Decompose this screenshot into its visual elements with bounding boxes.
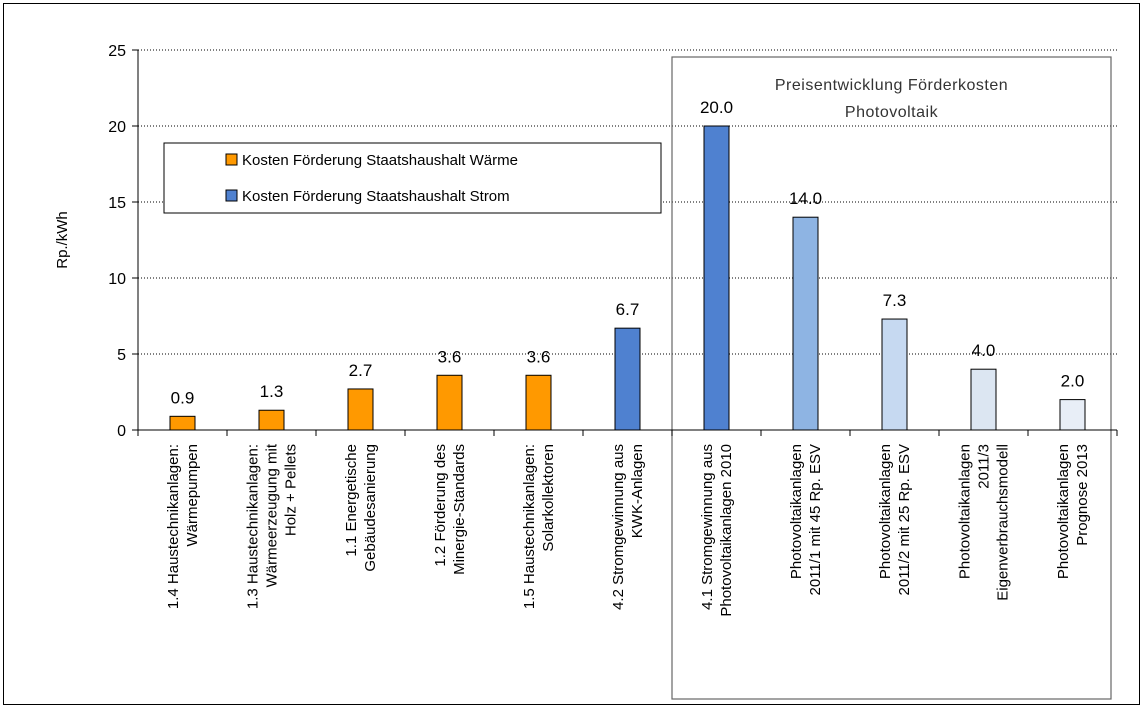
data-labels: 0.9 1.3 2.7 3.6 3.6 6.7 20.0 14.0 7.3 4.0 2.0 — [171, 98, 1085, 407]
category-label-line: Gebäudesanierung — [362, 444, 379, 572]
bar — [436, 374, 463, 431]
bar — [703, 125, 730, 431]
legend-box — [163, 142, 662, 214]
category-label-line: Wärmeerzeugung mit — [264, 443, 281, 587]
category-label-line: 1.5 Haustechnikanlagen: — [521, 444, 538, 609]
bar — [347, 388, 374, 431]
data-label: 4.0 — [972, 341, 996, 360]
category-label-line: Wärmepumpen — [184, 444, 201, 547]
category-label-line: Prognose 2013 — [1074, 444, 1091, 546]
y-tick-label: 25 — [108, 43, 126, 60]
legend-swatch — [225, 153, 238, 166]
category-label-line: 2011/3 — [976, 444, 993, 489]
category-label: 4.2 Stromgewinnung aus KWK-Anlagen — [610, 444, 646, 610]
category-label-line: 1.1 Energetische — [343, 444, 360, 557]
y-tick-label: 10 — [108, 271, 126, 288]
category-label-line: Solarkollektoren — [540, 444, 557, 552]
category-label-line: Photovoltaikanlagen 2010 — [718, 444, 735, 617]
category-label-line: Photovoltaikanlagen — [788, 444, 805, 579]
category-label-line: 1.4 Haustechnikanlagen: — [165, 444, 182, 609]
annotation-box: Preisentwicklung Förderkosten Photovoltai… — [671, 56, 1112, 700]
category-label-line: Eigenverbrauchsmodell — [995, 444, 1012, 601]
category-label: 1.3 Haustechnikanlagen: Wärmeerzeugung mi… — [245, 443, 300, 609]
y-axis-label: Rp./kWh — [54, 211, 71, 269]
data-label: 7.3 — [883, 291, 907, 310]
data-label: 2.0 — [1061, 372, 1085, 391]
category-label-line: Photovoltaikanlagen — [877, 444, 894, 579]
category-label: Photovoltaikanlagen Prognose 2013 — [1055, 444, 1091, 579]
bar — [614, 327, 641, 431]
y-tick-label: 15 — [108, 195, 126, 212]
data-label: 6.7 — [616, 300, 640, 319]
bar — [1059, 399, 1086, 431]
category-label: Photovoltaikanlagen 2011/2 mit 25 Rp. ESV — [877, 444, 913, 595]
category-label: 4.1 Stromgewinnung aus Photovoltaikanlage… — [699, 444, 735, 617]
category-label-line: 2011/2 mit 25 Rp. ESV — [896, 444, 913, 595]
annotation-text: Preisentwicklung Förderkosten — [775, 77, 1008, 94]
category-label: 1.4 Haustechnikanlagen: Wärmepumpen — [165, 444, 201, 609]
category-label-line: KWK-Anlagen — [629, 444, 646, 538]
category-label-line: 4.2 Stromgewinnung aus — [610, 444, 627, 610]
legend-label: Kosten Förderung Staatshaushalt Wärme — [242, 152, 518, 169]
y-tick-labels: 0 5 10 15 20 25 — [108, 43, 126, 440]
category-label: 1.5 Haustechnikanlagen: Solarkollektoren — [521, 444, 557, 609]
category-label-line: 2011/1 mit 45 Rp. ESV — [807, 444, 824, 595]
y-tick-label: 5 — [117, 347, 126, 364]
legend-label: Kosten Förderung Staatshaushalt Strom — [242, 188, 510, 205]
bar — [792, 216, 819, 431]
category-label-line: 1.2 Förderung des — [432, 444, 449, 567]
category-label-line: Holz + Pellets — [283, 444, 300, 536]
legend: Kosten Förderung Staatshaushalt Wärme Kos… — [163, 142, 662, 214]
category-label-line: Minergie-Standards — [451, 444, 468, 575]
data-label: 14.0 — [789, 189, 822, 208]
data-label: 3.6 — [438, 347, 462, 366]
annotation-frame — [671, 56, 1112, 700]
category-label-line: 1.3 Haustechnikanlagen: — [245, 444, 262, 609]
bar — [258, 409, 285, 431]
category-label-line: 4.1 Stromgewinnung aus — [699, 444, 716, 610]
annotation-text: Photovoltaik — [845, 104, 939, 121]
bar — [525, 374, 552, 431]
data-label: 20.0 — [700, 98, 733, 117]
y-tick-label: 0 — [117, 423, 126, 440]
data-label: 0.9 — [171, 388, 195, 407]
bars — [169, 125, 1086, 431]
category-labels: 1.4 Haustechnikanlagen: Wärmepumpen 1.3 Ha… — [165, 443, 1091, 616]
legend-swatch — [225, 189, 238, 202]
data-label: 1.3 — [260, 382, 284, 401]
y-tick-label: 20 — [108, 119, 126, 136]
category-label: Photovoltaikanlagen 2011/1 mit 45 Rp. ESV — [788, 444, 824, 595]
data-label: 2.7 — [349, 361, 373, 380]
bar — [881, 318, 908, 431]
category-label: 1.2 Förderung des Minergie-Standards — [432, 444, 468, 575]
category-label-line: Photovoltaikanlagen — [957, 444, 974, 579]
data-label: 3.6 — [527, 347, 551, 366]
bar — [970, 368, 997, 431]
category-label: 1.1 Energetische Gebäudesanierung — [343, 444, 379, 572]
category-label: Photovoltaikanlagen 2011/3 Eigenverbrauchs… — [957, 444, 1012, 601]
bar — [169, 415, 196, 431]
category-label-line: Photovoltaikanlagen — [1055, 444, 1072, 579]
axes — [132, 49, 1118, 436]
